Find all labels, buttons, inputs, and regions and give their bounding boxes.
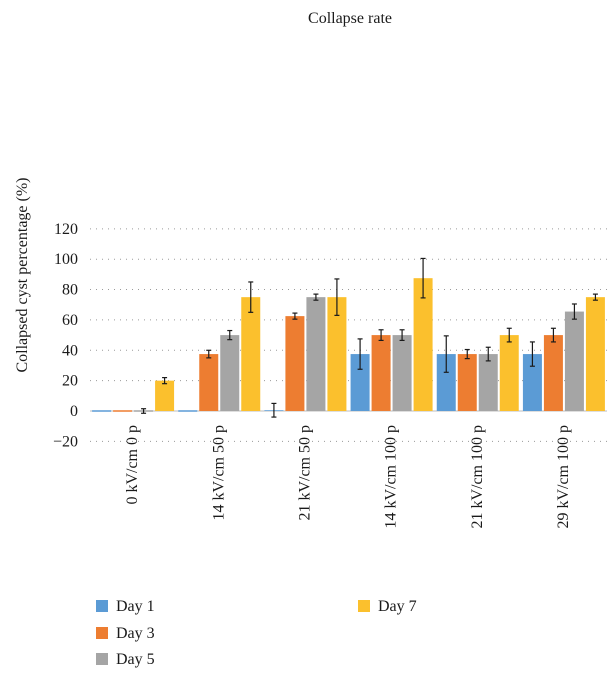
y-tick-label: −20	[53, 433, 78, 450]
legend-swatch	[96, 627, 108, 639]
error-bar-day-3-14-kv-cm-100-p	[378, 329, 384, 342]
bar-day-3-14-kv-cm-100-p	[371, 335, 391, 411]
error-bar-day-1-21-kv-cm-100-p	[443, 335, 449, 373]
error-bar-day-5-21-kv-cm-100-p	[485, 346, 491, 362]
error-bar-day-5-14-kv-cm-100-p	[399, 329, 405, 342]
bar-day-5-21-kv-cm-50-p	[306, 297, 326, 411]
x-tick-label: 0 kV/cm 0 p	[124, 425, 141, 505]
y-tick-label: 0	[70, 403, 78, 420]
error-bar-day-5-21-kv-cm-50-p	[313, 293, 319, 301]
error-bar-day-7-14-kv-cm-100-p	[420, 257, 426, 299]
legend-label: Day 3	[116, 625, 155, 642]
bar-day-5-14-kv-cm-100-p	[392, 335, 412, 411]
bar-day-7-29-kv-cm-100-p	[585, 297, 605, 411]
error-bar-day-5-14-kv-cm-50-p	[227, 329, 233, 341]
y-tick-label: 120	[54, 221, 78, 238]
legend-label: Day 5	[116, 651, 155, 668]
bar-day-7-14-kv-cm-100-p	[413, 278, 433, 411]
legend: Day 1 Day 3 Day 5 Day 7	[96, 598, 417, 668]
x-tick-label: 29 kV/cm 100 p	[555, 425, 572, 529]
x-tick-label: 21 kV/cm 50 p	[296, 425, 313, 521]
y-tick-label: 20	[62, 373, 78, 390]
error-bar-day-7-29-kv-cm-100-p	[592, 293, 598, 301]
error-bar-day-1-29-kv-cm-100-p	[529, 341, 535, 367]
bar-day-7-21-kv-cm-50-p	[327, 297, 347, 411]
bars	[92, 278, 605, 412]
legend-swatch	[358, 600, 370, 612]
y-tick-labels: −20 0 20 40 60 80 100 120	[53, 221, 78, 451]
x-tick-label: 14 kV/cm 50 p	[210, 425, 227, 521]
legend-label: Day 7	[378, 598, 417, 615]
bar-day-3-14-kv-cm-50-p	[199, 354, 219, 411]
x-tick-labels: 0 kV/cm 0 p 14 kV/cm 50 p 21 kV/cm 50 p 14 …	[124, 425, 572, 529]
bar-day-3-21-kv-cm-50-p	[285, 316, 305, 411]
y-tick-label: 40	[62, 342, 78, 359]
legend-label: Day 1	[116, 598, 155, 615]
legend-swatch	[96, 653, 108, 665]
error-bar-day-7-0-kv-cm-0-p	[162, 377, 168, 385]
x-tick-label: 21 kV/cm 100 p	[469, 425, 486, 529]
legend-item-day-7: Day 7	[358, 598, 417, 615]
error-bar-day-7-14-kv-cm-50-p	[248, 281, 254, 313]
legend-item-day-3: Day 3	[96, 625, 155, 642]
error-bar-day-1-21-kv-cm-50-p	[271, 402, 277, 418]
error-bar-day-1-14-kv-cm-100-p	[357, 338, 363, 370]
bar-day-5-21-kv-cm-100-p	[478, 354, 498, 411]
bar-day-1-29-kv-cm-100-p	[522, 354, 542, 411]
bar-day-7-14-kv-cm-50-p	[241, 297, 261, 411]
bar-day-1-21-kv-cm-100-p	[436, 354, 456, 411]
chart-title: Collapse rate	[308, 10, 392, 27]
bar-day-5-29-kv-cm-100-p	[564, 311, 584, 411]
y-tick-label: 60	[62, 312, 78, 329]
error-bar-day-3-14-kv-cm-50-p	[206, 349, 212, 359]
y-tick-label: 80	[62, 282, 78, 299]
error-bar-day-7-21-kv-cm-100-p	[506, 327, 512, 343]
bar-day-3-21-kv-cm-100-p	[457, 354, 477, 411]
y-axis-label: Collapsed cyst percentage (%)	[14, 177, 31, 372]
error-bar-day-3-21-kv-cm-50-p	[292, 312, 298, 320]
error-bars	[141, 257, 598, 418]
error-bar-day-5-29-kv-cm-100-p	[571, 303, 577, 320]
legend-item-day-5: Day 5	[96, 651, 155, 668]
y-tick-label: 100	[54, 251, 78, 268]
x-tick-label: 14 kV/cm 100 p	[383, 425, 400, 529]
error-bar-day-5-0-kv-cm-0-p	[141, 408, 147, 414]
gridlines	[90, 228, 607, 442]
bar-day-3-29-kv-cm-100-p	[543, 335, 563, 411]
legend-swatch	[96, 600, 108, 612]
legend-item-day-1: Day 1	[96, 598, 155, 615]
bar-day-7-0-kv-cm-0-p	[155, 380, 175, 411]
error-bar-day-3-21-kv-cm-100-p	[464, 348, 470, 360]
bar-day-7-21-kv-cm-100-p	[499, 335, 519, 411]
error-bar-day-7-21-kv-cm-50-p	[334, 278, 340, 316]
error-bar-day-3-29-kv-cm-100-p	[550, 327, 556, 343]
bar-day-5-14-kv-cm-50-p	[220, 335, 240, 411]
bar-day-1-14-kv-cm-100-p	[350, 354, 370, 411]
